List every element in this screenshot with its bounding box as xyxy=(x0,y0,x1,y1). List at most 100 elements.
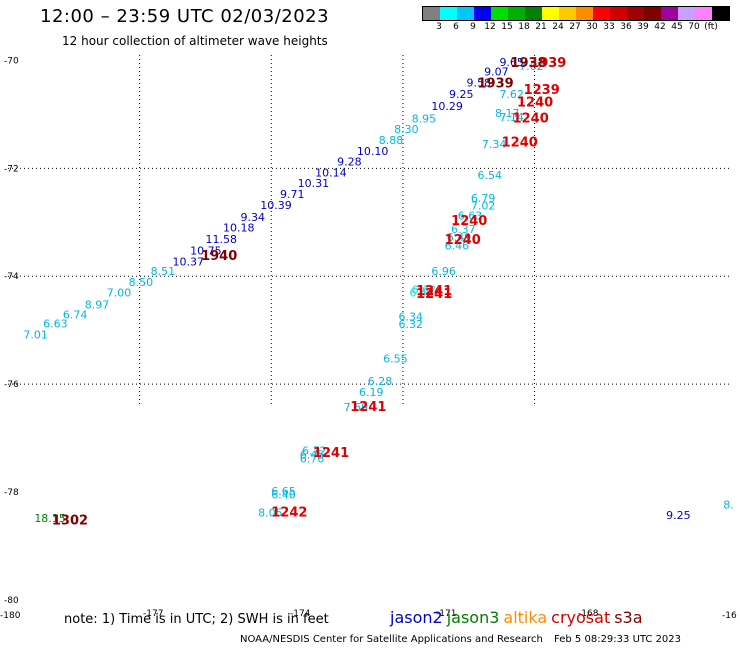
wave-height-value: 8.97 xyxy=(85,299,110,312)
pass-time-label: 1240 xyxy=(445,233,481,248)
color-scale-label: 36 xyxy=(620,22,632,32)
satellite-s3a: s3a xyxy=(614,608,643,627)
wave-height-value: 10.18 xyxy=(223,221,255,234)
wave-height-value: 6.43 xyxy=(409,287,434,300)
note-time: 1) Time is in UTC; xyxy=(101,612,216,627)
latitude-label: -70 xyxy=(4,56,19,66)
wave-height-value: 6.40 xyxy=(271,489,296,502)
longitude-label: -171 xyxy=(436,609,456,619)
color-scale-label: 42 xyxy=(654,22,666,32)
color-swatch xyxy=(695,7,712,20)
pass-time-label: 1241 xyxy=(350,400,386,415)
wave-height-value: 8.51 xyxy=(151,265,176,278)
color-scale-bar xyxy=(422,6,730,21)
wave-height-value: 18.15 xyxy=(34,512,65,525)
longitude-label: -174 xyxy=(290,609,311,619)
map-gridlines xyxy=(8,55,732,405)
wave-height-value: 9.58 xyxy=(467,76,492,89)
longitude-label: -180 xyxy=(0,611,21,621)
pass-time-label: 1241 xyxy=(416,284,452,299)
color-scale-label: 9 xyxy=(470,22,476,32)
longitude-label: -177 xyxy=(143,609,163,619)
wave-height-value: 6.37 xyxy=(451,223,476,236)
color-scale-label: 12 xyxy=(484,22,496,32)
color-scale-label: 70 xyxy=(688,22,700,32)
wave-height-value: 11.58 xyxy=(205,233,237,246)
wave-height-value: 6.54 xyxy=(478,169,503,182)
wave-height-value: 6.76 xyxy=(300,452,325,465)
wave-height-value: 9.25 xyxy=(666,509,691,522)
wave-height-value: 10.37 xyxy=(173,255,205,268)
wave-height-value: 9.71 xyxy=(280,188,305,201)
wave-height-value: 7.00 xyxy=(107,287,131,300)
color-swatch xyxy=(593,7,610,20)
color-swatch xyxy=(712,7,729,20)
satellite-cryosat: cryosat xyxy=(551,608,611,627)
wave-height-value: 9.07 xyxy=(484,66,509,79)
wave-height-value: 6.19 xyxy=(359,386,384,399)
color-swatch xyxy=(457,7,474,20)
note-prefix: note: xyxy=(64,612,98,627)
wave-height-value: 6.63 xyxy=(458,210,483,223)
pass-time-label: 1940 xyxy=(201,249,237,264)
page-subtitle: 12 hour collection of altimeter wave hei… xyxy=(62,34,328,48)
wave-height-value: 6.74 xyxy=(63,308,87,321)
wave-height-value: 8.88 xyxy=(379,134,404,147)
color-swatch xyxy=(576,7,593,20)
wave-height-value: 10.39 xyxy=(260,199,292,212)
wave-height-value: 8.95 xyxy=(412,112,437,125)
wave-height-value: 7.02 xyxy=(471,199,496,212)
longitude-label: -16 xyxy=(722,611,737,621)
note-swh: 2) SWH is in feet xyxy=(220,612,329,627)
wave-height-value: 7.62 xyxy=(519,60,544,73)
wave-height-value: 7.01 xyxy=(23,328,47,341)
wave-height-value: 10.31 xyxy=(298,177,330,190)
pass-time-label: 1938 xyxy=(510,56,546,71)
pass-time-label: 1240 xyxy=(513,111,549,126)
credit-org: NOAA/NESDIS Center for Satellite Applica… xyxy=(240,634,543,645)
wave-height-value: 7.14 xyxy=(499,111,523,124)
wave-height-value: 7.69 xyxy=(344,401,369,414)
color-swatch xyxy=(610,7,627,20)
pass-time-label: 1241 xyxy=(313,446,349,461)
color-scale-label: 33 xyxy=(603,22,615,32)
wave-height-value: 9.25 xyxy=(449,88,474,101)
latitude-label: -72 xyxy=(4,164,19,174)
color-swatch xyxy=(474,7,491,20)
color-scale-label: 45 xyxy=(671,22,683,32)
wave-height-value: 6.65 xyxy=(271,485,296,498)
wave-height-value: 10.10 xyxy=(357,145,389,158)
pass-time-label: 1241 xyxy=(416,287,452,302)
wave-height-value: 8.05 xyxy=(258,506,283,519)
color-scale-label: 30 xyxy=(586,22,598,32)
wave-height-value: 10.75 xyxy=(190,245,222,258)
satellite-altika: altika xyxy=(503,608,548,627)
footer-note: note: 1) Time is in UTC; 2) SWH is in fe… xyxy=(64,612,329,627)
color-swatch xyxy=(678,7,695,20)
wave-height-value: 6.49 xyxy=(447,231,472,244)
color-swatch xyxy=(491,7,508,20)
longitude-label: -168 xyxy=(578,609,599,619)
wave-height-value: 9.65 xyxy=(499,56,523,69)
color-swatch xyxy=(542,7,559,20)
color-swatch xyxy=(661,7,678,20)
color-scale-label: 6 xyxy=(453,22,459,32)
latitude-label: -80 xyxy=(4,596,19,606)
credit-line: NOAA/NESDIS Center for Satellite Applica… xyxy=(240,634,689,645)
latitude-label: -74 xyxy=(4,272,19,282)
wave-height-value: 6.45 xyxy=(300,449,325,462)
wave-height-value: 6.32 xyxy=(399,318,424,331)
wave-height-value: 6.62 xyxy=(412,284,437,297)
latitude-label: -78 xyxy=(4,488,19,498)
pass-time-label: 1939 xyxy=(478,76,514,91)
wave-height-value: 8.30 xyxy=(394,123,419,136)
color-scale-label: 24 xyxy=(552,22,564,32)
color-scale-label: 27 xyxy=(569,22,581,32)
pass-time-label: 1240 xyxy=(517,95,553,110)
wave-height-value: 6.55 xyxy=(383,353,408,366)
satellite-jason2: jason2 xyxy=(390,608,443,627)
wave-height-value: 6.34 xyxy=(399,310,424,323)
pass-time-label: 1239 xyxy=(524,83,560,98)
wave-height-value: 8.17 xyxy=(495,107,520,120)
